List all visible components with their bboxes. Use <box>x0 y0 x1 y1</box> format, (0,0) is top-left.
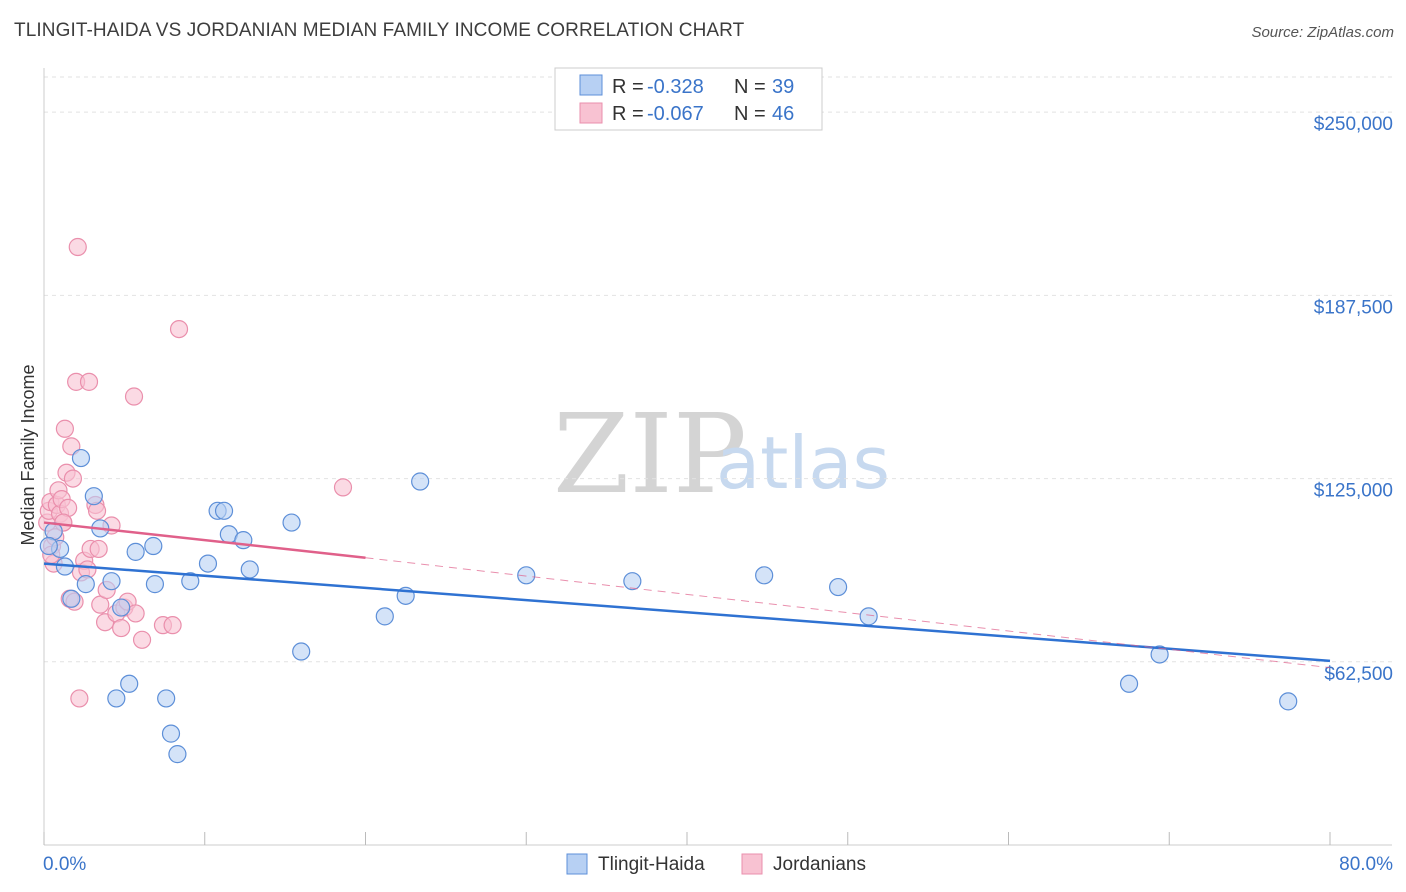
data-point <box>292 642 311 661</box>
chart-title: TLINGIT-HAIDA VS JORDANIAN MEDIAN FAMILY… <box>14 20 745 41</box>
legend-r-label-blue: R = <box>612 76 644 98</box>
data-point <box>157 689 176 708</box>
data-point <box>112 618 131 638</box>
data-point <box>71 448 91 468</box>
data-point <box>1119 674 1139 693</box>
y-tick-labels: $62,500 $125,000 $187,500 $250,000 <box>1314 114 1393 685</box>
data-point <box>282 513 301 532</box>
data-point <box>112 598 131 617</box>
y-axis-label: Median Family Income <box>18 364 38 545</box>
legend-r-value-pink: -0.067 <box>647 103 704 125</box>
bottom-legend-swatch-jordanians <box>741 853 763 875</box>
data-point <box>517 566 536 585</box>
data-point <box>68 237 87 257</box>
x-tick-label-max: 80.0% <box>1339 854 1393 875</box>
data-point <box>333 478 353 497</box>
y-tick-label: $125,000 <box>1314 481 1393 502</box>
legend-r-value-blue: -0.328 <box>647 76 704 98</box>
y-tick-label: $62,500 <box>1324 664 1393 685</box>
series-jordanians-points <box>38 237 353 708</box>
data-point <box>198 554 218 573</box>
data-point <box>375 607 394 626</box>
legend-n-value-blue: 39 <box>772 76 794 98</box>
legend-n-value-pink: 46 <box>772 103 794 125</box>
data-point <box>126 542 145 561</box>
data-point <box>79 372 99 391</box>
data-point <box>120 674 139 693</box>
data-point <box>132 630 152 649</box>
data-point <box>163 616 182 635</box>
legend-n-label-blue: N = <box>734 76 766 98</box>
data-point <box>87 501 107 520</box>
source-label: Source: ZipAtlas.com <box>1251 24 1394 41</box>
x-tick-marks <box>43 832 1331 845</box>
trend-line-jordanians-extension <box>365 557 1331 669</box>
trend-line-jordanians <box>43 521 366 559</box>
data-point <box>107 689 126 708</box>
data-point <box>55 419 74 438</box>
data-point <box>214 501 234 520</box>
data-point <box>161 724 181 743</box>
data-point <box>70 689 89 708</box>
y-tick-label: $187,500 <box>1314 297 1393 318</box>
data-point <box>623 572 642 591</box>
bottom-legend-label-tlingit-haida: Tlingit-Haida <box>598 854 705 875</box>
data-point <box>62 437 81 456</box>
data-point <box>169 319 189 339</box>
trend-lines <box>43 521 1331 669</box>
watermark-zip: ZIP <box>553 390 747 518</box>
data-point <box>755 566 774 585</box>
data-point <box>89 539 108 559</box>
trend-line-tlingit-haida <box>43 562 1331 663</box>
bottom-legend-swatch-tlingit-haida <box>566 853 588 875</box>
data-point <box>1150 645 1169 664</box>
series-legend: Tlingit-Haida Jordanians <box>566 853 866 875</box>
data-point <box>102 572 121 591</box>
legend-swatch-blue <box>579 74 603 96</box>
data-point <box>240 560 259 579</box>
data-point <box>145 575 165 594</box>
data-point <box>168 745 187 764</box>
data-point <box>144 536 163 556</box>
legend-r-label-pink: R = <box>612 103 644 125</box>
bottom-legend-label-jordanians: Jordanians <box>773 854 866 875</box>
x-tick-label-min: 0.0% <box>43 854 86 875</box>
legend-swatch-pink <box>579 102 603 124</box>
y-tick-label: $250,000 <box>1314 114 1393 135</box>
data-point <box>411 472 430 491</box>
data-point <box>84 487 103 506</box>
legend-n-label-pink: N = <box>734 103 766 125</box>
data-point <box>859 607 878 626</box>
data-point <box>63 469 83 488</box>
data-point <box>39 536 58 556</box>
data-point <box>62 589 81 608</box>
stats-legend: R = -0.328 N = 39 R = -0.067 N = 46 <box>554 67 823 131</box>
data-point <box>124 387 144 406</box>
data-point <box>1279 692 1298 711</box>
watermark-atlas: atlas <box>716 421 890 505</box>
series-tlingit-haida-points <box>39 448 1298 764</box>
data-point <box>76 575 95 594</box>
data-point <box>181 572 200 591</box>
data-point <box>829 577 848 597</box>
